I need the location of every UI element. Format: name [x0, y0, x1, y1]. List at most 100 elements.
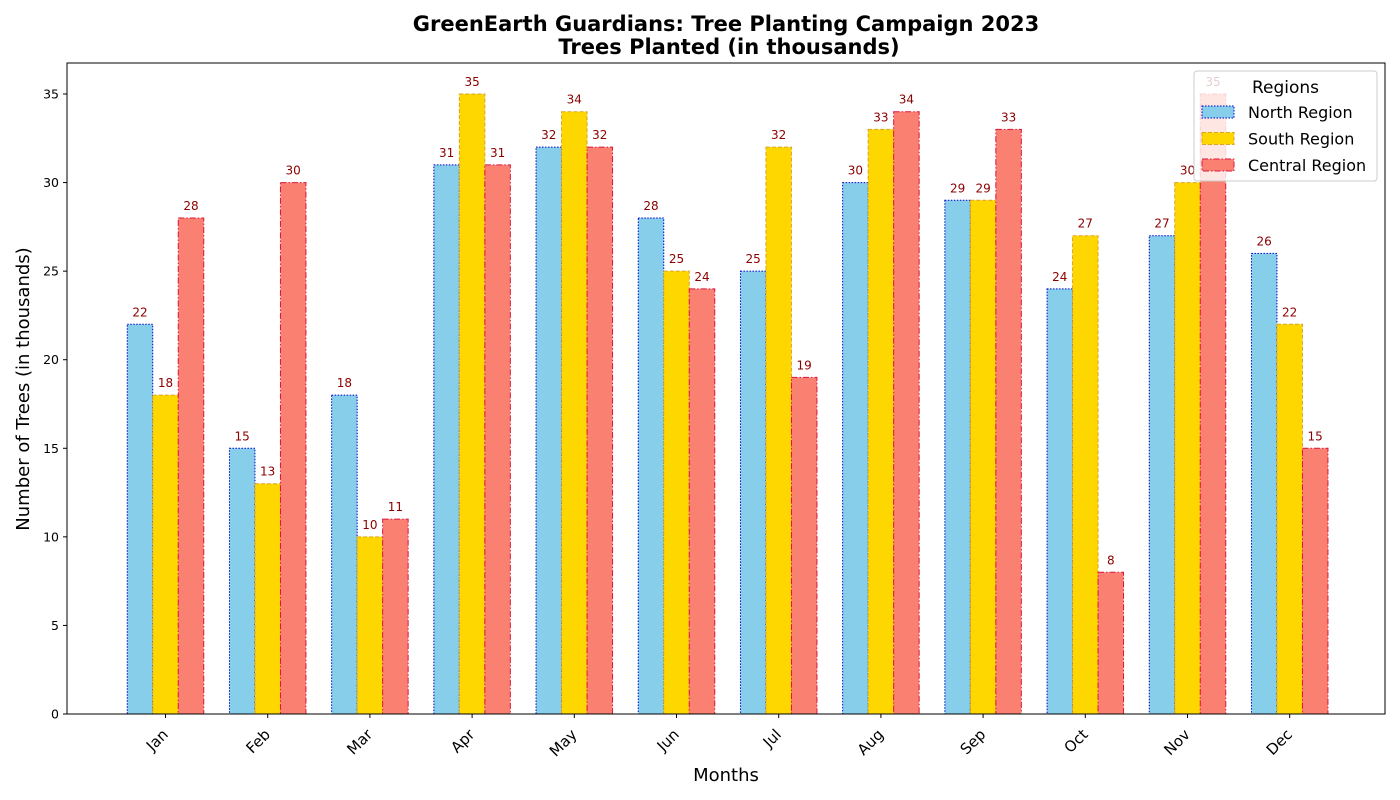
x-tick-label: Dec	[1263, 726, 1296, 759]
value-label-nov-south-region: 30	[1180, 164, 1195, 178]
x-tick-label: May	[546, 725, 581, 760]
legend-box	[1193, 70, 1378, 182]
legend-title: Regions	[1252, 78, 1319, 98]
bar-aug-south-region	[867, 128, 895, 715]
bar-dec-central-region	[1301, 447, 1329, 715]
bar-jun-north-region	[637, 217, 665, 715]
x-tick-label: Jan	[142, 726, 172, 756]
bar-apr-south-region	[458, 93, 486, 715]
value-label-feb-central-region: 30	[286, 164, 301, 178]
bar-mar-south-region	[356, 536, 384, 715]
value-label-aug-north-region: 30	[848, 164, 863, 178]
x-tick-label: Mar	[343, 725, 376, 758]
value-label-jan-north-region: 22	[132, 305, 147, 319]
x-tick-label: Nov	[1160, 725, 1194, 759]
value-label-oct-central-region: 8	[1107, 553, 1115, 567]
value-label-feb-south-region: 13	[260, 465, 275, 479]
bar-oct-north-region	[1046, 288, 1074, 715]
x-axis-label: Months	[693, 765, 759, 786]
value-label-may-south-region: 34	[567, 93, 582, 107]
y-axis-label: Number of Trees (in thousands)	[13, 247, 34, 530]
bar-jan-south-region	[152, 394, 179, 715]
bar-may-central-region	[586, 146, 614, 715]
bar-jul-central-region	[790, 376, 818, 715]
legend-entry-south-region: South Region	[1248, 130, 1354, 149]
chart-subtitle: Trees Planted (in thousands)	[558, 35, 899, 59]
value-labels-layer: 22 18 28 15 13 30 18 10 11 31 35 31 32 34 32 28 25 24 25 32…	[132, 75, 1322, 567]
value-label-jul-north-region: 25	[746, 252, 761, 266]
value-label-sep-north-region: 29	[950, 181, 965, 195]
bar-feb-south-region	[254, 483, 281, 715]
bar-sep-north-region	[944, 199, 971, 715]
bar-oct-central-region	[1097, 571, 1125, 715]
value-label-dec-north-region: 26	[1257, 234, 1272, 248]
x-tick-label: Apr	[447, 725, 479, 757]
legend-entry-central-region: Central Region	[1248, 156, 1366, 175]
value-label-nov-north-region: 27	[1154, 217, 1169, 231]
legend-swatch-north-region	[1201, 105, 1235, 119]
value-label-sep-south-region: 29	[975, 181, 990, 195]
value-label-apr-north-region: 31	[439, 146, 454, 160]
bar-may-north-region	[535, 146, 563, 715]
bar-mar-north-region	[331, 394, 358, 715]
legend-swatch-south-region	[1201, 132, 1235, 145]
value-label-jan-central-region: 28	[183, 199, 198, 213]
y-tick-label: 35	[43, 87, 59, 102]
y-tick-label: 15	[43, 441, 59, 456]
value-label-jun-central-region: 24	[694, 270, 709, 284]
y-tick-label: 25	[43, 264, 59, 279]
value-label-sep-central-region: 33	[1001, 110, 1016, 124]
y-tick-label: 5	[51, 618, 59, 633]
chart-title: GreenEarth Guardians: Tree Planting Camp…	[413, 12, 1040, 36]
bar-apr-north-region	[433, 164, 460, 715]
value-label-oct-south-region: 27	[1078, 217, 1093, 231]
value-label-feb-north-region: 15	[235, 429, 250, 443]
value-label-may-central-region: 32	[592, 128, 607, 142]
value-label-aug-central-region: 34	[899, 93, 914, 107]
bar-aug-north-region	[842, 182, 869, 715]
bar-oct-south-region	[1072, 235, 1099, 715]
bar-sep-central-region	[995, 128, 1022, 715]
value-label-dec-south-region: 22	[1282, 305, 1297, 319]
value-label-oct-north-region: 24	[1052, 270, 1067, 284]
legend-swatch-central-region	[1201, 158, 1235, 172]
bars-layer	[126, 93, 1329, 715]
x-axis: Jan Feb Mar Apr May Jun Jul Aug Sep Oct Nov Dec	[142, 714, 1296, 760]
bar-nov-central-region	[1199, 93, 1227, 715]
value-label-mar-north-region: 18	[337, 376, 352, 390]
y-tick-label: 0	[51, 707, 59, 722]
bar-jun-south-region	[663, 270, 690, 715]
bar-feb-north-region	[228, 447, 256, 715]
value-label-jul-south-region: 32	[771, 128, 786, 142]
bar-feb-central-region	[279, 182, 307, 715]
bar-dec-north-region	[1250, 252, 1278, 715]
legend: Regions North Region South Region Central R…	[1193, 70, 1378, 182]
value-label-jun-south-region: 25	[669, 252, 684, 266]
bar-nov-south-region	[1174, 182, 1201, 715]
x-tick-label: Jul	[759, 726, 785, 752]
bar-sep-south-region	[969, 199, 997, 715]
bar-jul-south-region	[765, 146, 792, 715]
bar-aug-central-region	[893, 111, 920, 715]
bar-may-south-region	[561, 111, 588, 715]
x-tick-label: Oct	[1060, 725, 1091, 756]
bar-jan-central-region	[177, 217, 205, 715]
value-label-apr-south-region: 35	[464, 75, 479, 89]
legend-entry-north-region: North Region	[1248, 103, 1353, 122]
value-label-mar-central-region: 11	[388, 500, 403, 514]
x-tick-label: Jun	[653, 726, 683, 756]
bar-jul-north-region	[739, 270, 767, 715]
x-tick-label: Feb	[242, 726, 274, 758]
value-label-may-north-region: 32	[541, 128, 556, 142]
y-tick-label: 30	[43, 175, 59, 190]
x-tick-label: Aug	[854, 726, 887, 759]
value-label-dec-central-region: 15	[1308, 429, 1323, 443]
value-label-apr-central-region: 31	[490, 146, 505, 160]
bar-nov-north-region	[1148, 235, 1176, 715]
y-tick-label: 10	[43, 529, 59, 544]
bar-mar-central-region	[382, 518, 409, 715]
x-tick-label: Sep	[957, 726, 990, 759]
value-label-jul-central-region: 19	[797, 358, 812, 372]
plot-frame	[66, 62, 1386, 715]
